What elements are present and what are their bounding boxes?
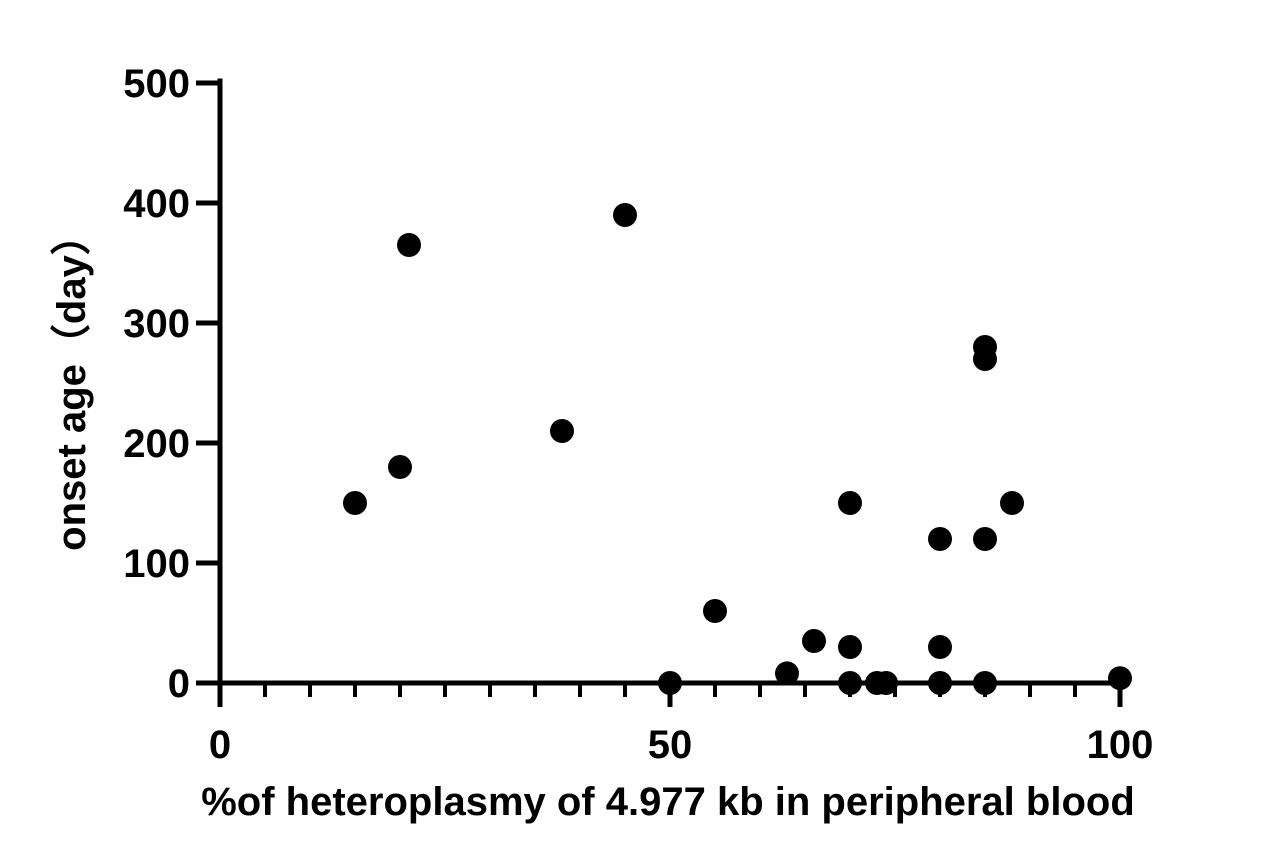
data-point	[874, 671, 898, 695]
data-point	[928, 527, 952, 551]
data-point	[1000, 491, 1024, 515]
data-point	[973, 527, 997, 551]
data-point	[775, 661, 799, 686]
data-point	[928, 635, 952, 659]
data-point	[343, 491, 367, 515]
data-point	[613, 203, 637, 227]
y-tick-label: 0	[168, 662, 190, 706]
data-point	[397, 233, 421, 257]
data-point	[388, 455, 412, 479]
data-point	[973, 671, 997, 695]
data-point	[928, 671, 952, 695]
y-axis-title: onset age（day）	[50, 215, 94, 551]
data-point	[802, 629, 826, 653]
data-point	[838, 671, 862, 695]
x-tick-label: 50	[648, 723, 693, 767]
data-point	[1108, 666, 1132, 691]
y-tick-label: 200	[123, 422, 190, 466]
y-tick-label: 400	[123, 182, 190, 226]
data-points	[343, 203, 1132, 695]
data-point	[973, 347, 997, 371]
x-axis-title: %of heteroplasmy of 4.977 kb in peripher…	[201, 780, 1135, 824]
data-point	[838, 491, 862, 515]
data-point	[703, 599, 727, 623]
x-tick-label: 0	[209, 723, 231, 767]
y-axis: 0 100 200 300 400 500	[123, 62, 223, 706]
x-axis: 0 50 100	[209, 680, 1154, 767]
data-point	[658, 671, 682, 695]
y-tick-label: 100	[123, 542, 190, 586]
y-tick-label: 500	[123, 62, 190, 106]
data-point	[550, 419, 574, 443]
x-tick-label: 100	[1087, 723, 1154, 767]
y-tick-label: 300	[123, 302, 190, 346]
data-point	[838, 635, 862, 659]
